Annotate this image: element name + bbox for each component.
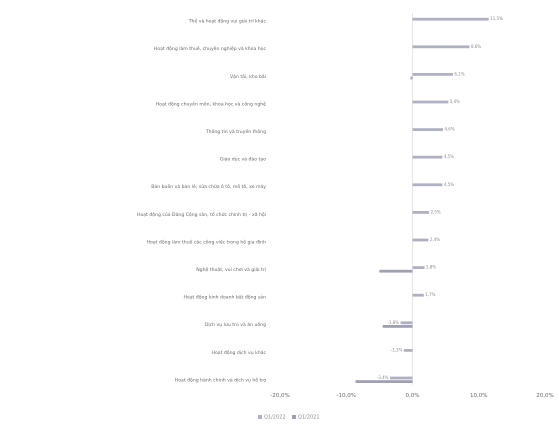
data-label: 1,8%	[426, 265, 436, 270]
bar-s1-10	[412, 293, 424, 297]
category-label: Hoạt động làm thuê các công việc trong h…	[147, 238, 266, 245]
x-tick-label: 0,0%	[406, 393, 420, 399]
bar-s2-9	[379, 269, 413, 273]
bar-s2-2	[410, 76, 413, 80]
legend-swatch	[258, 415, 262, 419]
bar-s1-13	[389, 376, 413, 380]
category-label: Hoạt động hành chính và dịch vụ hỗ trợ	[175, 376, 266, 383]
x-tick-label: 10,0%	[470, 393, 487, 399]
bar-s1-12	[403, 349, 413, 352]
category-label: Hoạt động làm thuê, chuyên nghiệp và kho…	[154, 45, 267, 52]
category-label: Hoạt động chuyên môn, khoa học và công n…	[156, 100, 266, 107]
x-tick-label: -20,0%	[270, 393, 289, 399]
x-tick-label: 20,0%	[536, 393, 553, 399]
bar-s2-13	[355, 380, 413, 383]
category-label: Hoạt động dịch vụ khác	[212, 349, 267, 356]
legend-label: Q1/2021	[298, 415, 320, 421]
bar-s1-9	[412, 266, 425, 269]
category-label: Thông tin và truyền thông	[205, 127, 266, 135]
category-label: Nghệ thuật, vui chơi và giải trí	[196, 266, 266, 273]
category-label: Hoạt động kinh doanh bất động sản	[183, 294, 266, 301]
data-label: -1,8%	[387, 320, 399, 325]
legend-label: Q1/2022	[264, 415, 286, 421]
bar-s2-11	[382, 325, 413, 328]
category-label: Hoạt động của Đảng Cộng sản, tổ chức chí…	[137, 211, 266, 218]
data-label: 4,5%	[444, 182, 454, 187]
bar-s1-4	[412, 128, 443, 131]
data-label: 5,4%	[450, 99, 460, 104]
bar-s1-0	[412, 17, 489, 21]
data-label: 8,6%	[471, 44, 481, 49]
bar-s1-2	[412, 73, 453, 76]
legend-swatch	[292, 415, 296, 419]
bar-s1-5	[412, 155, 443, 159]
data-label: 11,5%	[490, 16, 503, 21]
bar-s1-11	[400, 321, 413, 325]
data-label: 2,5%	[431, 209, 441, 214]
bar-s1-1	[412, 45, 470, 49]
bar-s1-8	[412, 238, 429, 242]
category-label: Dịch vụ lưu trú và ăn uống	[205, 321, 266, 328]
data-label: 4,6%	[444, 127, 454, 132]
category-label: Vận tải, kho bãi	[230, 73, 266, 80]
data-label: 4,5%	[444, 154, 454, 159]
bar-s1-7	[412, 211, 430, 214]
data-label: -3,4%	[377, 375, 389, 380]
data-label: 1,7%	[425, 292, 435, 297]
x-tick-label: -10,0%	[337, 393, 356, 399]
bar-s1-3	[412, 100, 449, 104]
data-label: 2,4%	[430, 237, 440, 242]
category-label: Thể và hoạt động vui giải trí khác	[188, 18, 267, 25]
data-label: 6,1%	[454, 71, 464, 76]
category-label: Bán buôn và bán lẻ; sửa chữa ô tô, mô tô…	[151, 183, 266, 190]
data-label: -1,3%	[391, 347, 403, 352]
bar-s1-6	[412, 183, 443, 187]
category-label: Giáo dục và đào tạo	[220, 156, 266, 163]
